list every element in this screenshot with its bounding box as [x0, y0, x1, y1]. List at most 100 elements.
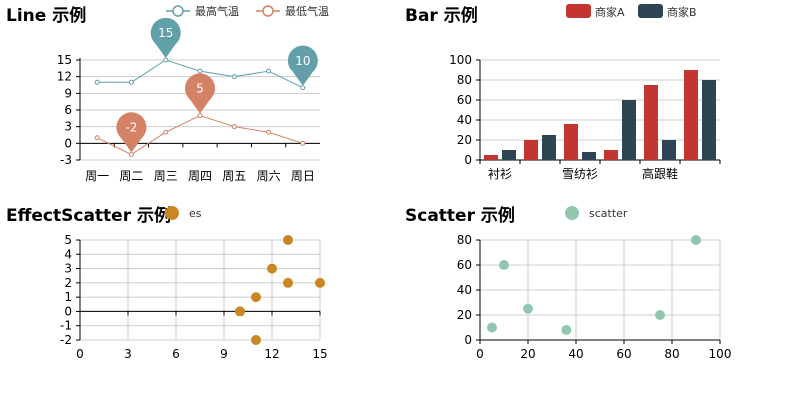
x-tick-label: 周三 [154, 169, 178, 183]
line-chart-legend[interactable]: 最高气温 最低气温 [166, 4, 329, 18]
x-tick-label: 3 [124, 347, 132, 361]
data-point [691, 235, 701, 245]
x-tick-label: 15 [312, 347, 327, 361]
legend-item-max-temp[interactable]: 最高气温 [166, 4, 239, 18]
mark-pin-label: 5 [196, 82, 204, 96]
legend-item-merchant-a[interactable]: 商家A [566, 4, 625, 19]
y-tick-label: 0 [64, 136, 72, 150]
legend-circle-icon [565, 206, 579, 220]
bar-chart-plot: 0 20 40 60 80 100 衬衫 雪纺衫 高跟鞋 [449, 53, 721, 181]
x-tick-label: 周日 [291, 169, 315, 183]
legend-circle-icon [262, 5, 274, 17]
mark-pin-label: -2 [125, 120, 137, 134]
legend-label: es [189, 207, 202, 220]
mark-pin-icon [116, 112, 147, 153]
data-point [283, 235, 293, 245]
data-point [300, 140, 306, 146]
y-tick-label: 20 [457, 133, 472, 147]
x-tick-label: 衬衫 [488, 167, 512, 181]
y-tick-label: 60 [457, 93, 472, 107]
x-tick-label: 周二 [119, 169, 143, 183]
line-chart-plot: -3 0 3 6 9 12 15 周一 周二 周三 周四 周五 周六 周日 15 10 -2 5 [57, 17, 320, 183]
legend-label: 最低气温 [285, 4, 329, 18]
data-point [197, 68, 203, 74]
data-point [499, 260, 509, 270]
y-tick-label: 5 [64, 233, 72, 247]
x-tick-label: 周一 [85, 169, 109, 183]
data-point [235, 306, 245, 317]
mark-pin-icon [150, 17, 181, 58]
y-tick-label: 3 [64, 262, 72, 276]
data-point [266, 68, 272, 74]
legend-item-min-temp[interactable]: 最低气温 [256, 4, 329, 18]
bar-chart-legend[interactable]: 商家A 商家B [566, 4, 697, 19]
legend-circle-icon [165, 206, 179, 220]
y-tick-label: 4 [64, 247, 72, 261]
x-tick-label: 0 [76, 347, 84, 361]
bar [564, 124, 578, 160]
data-point [300, 85, 306, 91]
bar [542, 135, 556, 160]
bar [502, 150, 516, 160]
bar [684, 70, 698, 160]
y-tick-label: 40 [457, 113, 472, 127]
legend-label: 商家B [667, 5, 697, 19]
x-tick-label: 周五 [222, 169, 246, 183]
x-tick-label: 100 [709, 347, 732, 361]
x-tick-label: 80 [664, 347, 679, 361]
data-point [266, 129, 272, 135]
legend-circle-icon [172, 5, 184, 17]
legend-label: 商家A [595, 5, 625, 19]
y-tick-label: -3 [60, 153, 72, 167]
data-point [523, 303, 533, 314]
legend-swatch-icon [566, 4, 591, 18]
scatter-chart-plot: 0 20 40 60 80 0 20 40 60 80 100 [457, 233, 732, 361]
y-tick-label: 40 [457, 283, 472, 297]
data-point [561, 325, 572, 335]
y-tick-label: 20 [457, 308, 472, 322]
y-tick-label: 6 [64, 103, 72, 117]
data-point [94, 135, 100, 141]
data-point [315, 277, 325, 288]
data-point [128, 151, 134, 157]
y-tick-label: 1 [64, 290, 72, 304]
x-tick-label: 周六 [257, 169, 281, 183]
y-tick-label: 0 [64, 304, 72, 318]
bar [702, 80, 716, 160]
y-tick-label: 80 [457, 73, 472, 87]
data-point [267, 263, 277, 274]
data-point [283, 277, 293, 288]
mark-pin-icon [287, 45, 318, 86]
mark-pin-label: 15 [158, 26, 173, 40]
x-tick-label: 9 [220, 347, 228, 361]
data-point [128, 79, 134, 85]
scatter-legend[interactable]: scatter [565, 206, 628, 220]
y-tick-label: 9 [64, 86, 72, 100]
y-tick-label: 60 [457, 258, 472, 272]
x-tick-label: 6 [172, 347, 180, 361]
data-point [197, 113, 203, 119]
x-tick-label: 高跟鞋 [642, 166, 678, 181]
line-chart-title: Line 示例 [6, 5, 86, 26]
y-tick-label: -2 [60, 333, 72, 347]
data-point [163, 57, 169, 63]
bar-chart-title: Bar 示例 [405, 5, 478, 26]
x-tick-label: 40 [568, 347, 583, 361]
mark-pin-label: 10 [295, 54, 310, 68]
x-tick-label: 0 [476, 347, 484, 361]
legend-swatch-icon [638, 4, 663, 18]
data-point [231, 124, 237, 130]
y-tick-label: -1 [60, 319, 72, 333]
data-point [231, 74, 237, 80]
y-tick-label: 100 [449, 53, 472, 67]
bar [644, 85, 658, 160]
data-point [163, 129, 169, 135]
bar [484, 155, 498, 160]
mark-pin-icon [185, 73, 215, 114]
effectscatter-legend[interactable]: es [165, 206, 202, 220]
x-tick-label: 60 [616, 347, 631, 361]
legend-item-merchant-b[interactable]: 商家B [638, 4, 697, 19]
data-point [251, 292, 261, 303]
